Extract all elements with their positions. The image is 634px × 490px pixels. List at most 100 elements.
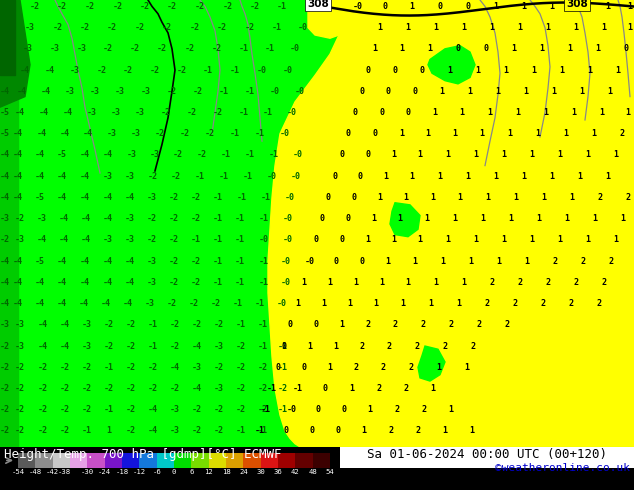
Text: -2: -2 bbox=[155, 129, 165, 138]
Bar bbox=[209, 453, 226, 468]
Text: -4: -4 bbox=[35, 278, 45, 287]
Text: -2: -2 bbox=[123, 66, 133, 74]
Text: -3: -3 bbox=[15, 235, 25, 245]
Text: -2: -2 bbox=[126, 426, 136, 436]
Bar bbox=[87, 453, 105, 468]
Text: -3: -3 bbox=[127, 150, 137, 159]
Text: -1: -1 bbox=[258, 320, 268, 329]
Text: 0: 0 bbox=[382, 2, 387, 11]
Text: -0: -0 bbox=[291, 172, 301, 181]
Text: -2: -2 bbox=[30, 2, 40, 11]
Text: -4: -4 bbox=[0, 278, 10, 287]
Text: -4: -4 bbox=[125, 193, 135, 202]
Text: 1: 1 bbox=[515, 108, 521, 117]
Text: -1: -1 bbox=[213, 278, 223, 287]
Text: -4: -4 bbox=[0, 150, 10, 159]
Text: 1: 1 bbox=[365, 235, 370, 245]
Text: 2: 2 bbox=[574, 278, 578, 287]
Text: -4: -4 bbox=[0, 299, 10, 308]
Text: 1: 1 bbox=[465, 172, 470, 181]
Text: 1: 1 bbox=[621, 214, 626, 223]
Text: -4: -4 bbox=[80, 172, 90, 181]
Text: -3: -3 bbox=[70, 66, 80, 74]
Text: -4: -4 bbox=[80, 278, 90, 287]
Bar bbox=[53, 453, 70, 468]
Text: 1: 1 bbox=[430, 193, 436, 202]
Text: -4: -4 bbox=[45, 66, 55, 74]
Text: -3: -3 bbox=[170, 405, 180, 414]
Text: 0: 0 bbox=[455, 44, 460, 53]
Text: 1: 1 bbox=[373, 299, 378, 308]
Text: -6: -6 bbox=[152, 469, 161, 475]
Text: 1: 1 bbox=[448, 405, 453, 414]
Text: -2: -2 bbox=[60, 426, 70, 436]
Text: 1: 1 bbox=[384, 172, 389, 181]
Text: -2: -2 bbox=[126, 363, 136, 372]
Text: -0: -0 bbox=[283, 214, 293, 223]
Text: 1: 1 bbox=[512, 44, 517, 53]
Text: -3: -3 bbox=[90, 87, 100, 96]
Bar bbox=[70, 453, 87, 468]
Text: -0: -0 bbox=[283, 235, 293, 245]
Text: -4: -4 bbox=[125, 257, 135, 266]
Text: 1: 1 bbox=[605, 2, 611, 11]
Text: -2: -2 bbox=[104, 384, 114, 393]
Text: -4: -4 bbox=[0, 172, 10, 181]
Text: -0: -0 bbox=[283, 66, 293, 74]
Text: 36: 36 bbox=[274, 469, 282, 475]
Text: 2: 2 bbox=[597, 193, 602, 202]
Text: 1: 1 bbox=[434, 278, 439, 287]
Text: -4: -4 bbox=[60, 342, 70, 350]
Text: 1: 1 bbox=[489, 23, 495, 32]
Text: 1: 1 bbox=[493, 2, 498, 11]
Text: -42: -42 bbox=[46, 469, 59, 475]
Text: 1: 1 bbox=[543, 108, 548, 117]
Text: 308: 308 bbox=[566, 0, 588, 9]
Text: -2: -2 bbox=[217, 23, 227, 32]
Text: 2: 2 bbox=[448, 320, 453, 329]
Text: 0: 0 bbox=[309, 426, 314, 436]
Text: 2: 2 bbox=[581, 257, 586, 266]
Text: -2: -2 bbox=[60, 405, 70, 414]
Text: 0: 0 bbox=[313, 320, 318, 329]
Text: -1: -1 bbox=[272, 23, 282, 32]
Text: -4: -4 bbox=[35, 150, 45, 159]
Text: 2: 2 bbox=[408, 363, 413, 372]
Text: 1: 1 bbox=[372, 214, 377, 223]
Text: -2: -2 bbox=[0, 235, 10, 245]
Bar bbox=[226, 453, 243, 468]
Text: 1: 1 bbox=[488, 108, 493, 117]
Text: -2: -2 bbox=[103, 44, 113, 53]
Text: -2: -2 bbox=[214, 320, 224, 329]
Text: -1: -1 bbox=[148, 342, 158, 350]
Text: 0: 0 bbox=[323, 384, 328, 393]
Text: 2: 2 bbox=[377, 384, 382, 393]
Text: 24: 24 bbox=[239, 469, 248, 475]
Text: -4: -4 bbox=[57, 193, 67, 202]
Text: 1: 1 bbox=[559, 66, 564, 74]
Text: -0: -0 bbox=[267, 172, 277, 181]
Text: 1: 1 bbox=[392, 235, 396, 245]
Text: 1: 1 bbox=[564, 129, 569, 138]
Text: -1: -1 bbox=[258, 426, 268, 436]
Text: 1: 1 bbox=[410, 2, 415, 11]
Text: 0: 0 bbox=[385, 87, 391, 96]
Text: -1: -1 bbox=[277, 2, 287, 11]
Text: -3: -3 bbox=[170, 426, 180, 436]
Text: -2: -2 bbox=[214, 426, 224, 436]
Text: 1: 1 bbox=[460, 108, 465, 117]
Text: 18: 18 bbox=[222, 469, 230, 475]
Text: 1: 1 bbox=[586, 235, 590, 245]
Text: -4: -4 bbox=[80, 257, 90, 266]
Text: -2: -2 bbox=[169, 278, 179, 287]
Text: -2: -2 bbox=[245, 23, 255, 32]
Text: 1: 1 bbox=[579, 87, 585, 96]
Text: 1: 1 bbox=[586, 150, 590, 159]
Text: 1: 1 bbox=[448, 66, 453, 74]
Text: 1: 1 bbox=[427, 44, 432, 53]
Bar bbox=[261, 453, 278, 468]
Text: -5: -5 bbox=[0, 129, 10, 138]
Text: -2: -2 bbox=[213, 108, 223, 117]
Text: -2: -2 bbox=[147, 235, 157, 245]
Text: -4: -4 bbox=[41, 87, 51, 96]
